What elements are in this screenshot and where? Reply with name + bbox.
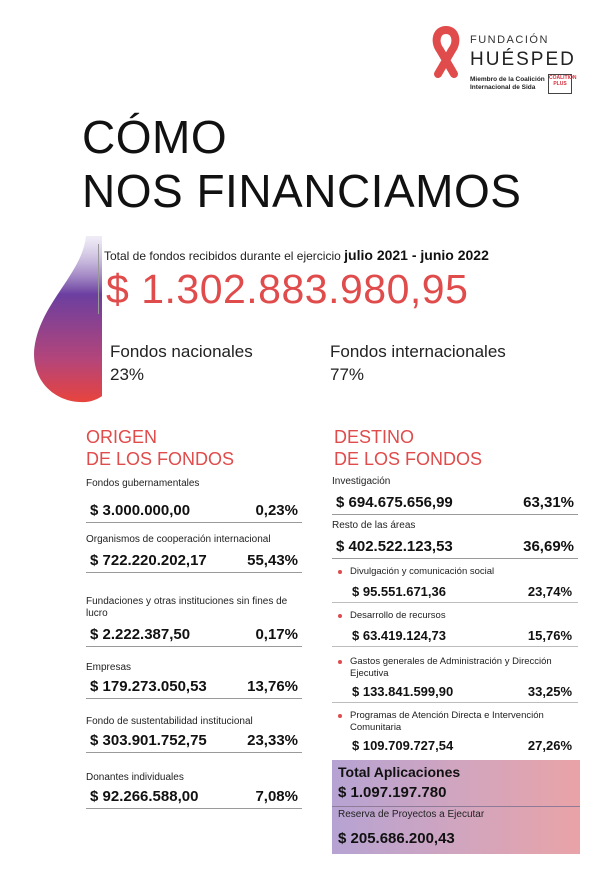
fondos-internacionales: Fondos internacionales 77%	[330, 340, 506, 386]
coalition-text: Miembro de la Coalición Internacional de…	[470, 76, 545, 91]
destino-item-label: Resto de las áreas	[332, 520, 416, 531]
logo-line-2: HUÉSPED	[470, 49, 576, 70]
origen-item-pct: 0,17%	[255, 626, 298, 643]
origen-heading-line-2: DE LOS FONDOS	[86, 449, 235, 469]
destino-subitem-amount: $ 109.709.727,54	[352, 738, 454, 753]
destino-item: Investigación $ 694.675.656,99 63,31%	[332, 476, 578, 515]
destino-subitem: Programas de Atención Directa e Interven…	[332, 710, 578, 756]
origen-item-amount: $ 3.000.000,00	[90, 502, 191, 519]
title-line-1: CÓMO	[82, 111, 228, 163]
fondos-nacionales-label: Fondos nacionales	[110, 342, 253, 361]
reserva-amount: $ 205.686.200,43	[338, 830, 455, 847]
origen-heading-line-1: ORIGEN	[86, 427, 158, 447]
divider-line	[98, 244, 99, 314]
origen-item-label: Fondo de sustentabilidad institucional	[86, 716, 253, 727]
origen-heading: ORIGEN DE LOS FONDOS	[86, 426, 234, 470]
origen-item-label: Fondos gubernamentales	[86, 478, 200, 489]
destino-item: Resto de las áreas $ 402.522.123,53 36,6…	[332, 520, 578, 559]
drop-graphic	[34, 236, 102, 403]
box-divider	[332, 806, 580, 807]
destino-item-pct: 36,69%	[523, 538, 574, 555]
fondos-internacionales-pct: 77%	[330, 365, 365, 384]
logo-line-1: FUNDACIÓN	[470, 34, 549, 46]
coalition-badge: COALITION PLUS	[548, 74, 577, 94]
origen-item-pct: 55,43%	[247, 552, 298, 569]
origen-item: Fondos gubernamentales $ 3.000.000,00 0,…	[86, 478, 302, 523]
origen-item-label: Organismos de cooperación internacional	[86, 534, 271, 545]
destino-heading-line-1: DESTINO	[334, 427, 415, 447]
origen-item-amount: $ 179.273.050,53	[90, 678, 207, 695]
origen-item: Fundaciones y otras instituciones sin fi…	[86, 596, 302, 647]
origen-item-amount: $ 303.901.752,75	[90, 732, 207, 749]
destino-subitem: Divulgación y comunicación social $ 95.5…	[332, 566, 578, 603]
reserva-label: Reserva de Proyectos a Ejecutar	[338, 809, 485, 820]
total-amount: $ 1.302.883.980,95	[106, 266, 469, 312]
fondos-internacionales-label: Fondos internacionales	[330, 342, 506, 361]
destino-subitem-pct: 27,26%	[527, 738, 572, 753]
destino-subitem-label: Programas de Atención Directa e Interven…	[332, 710, 578, 734]
origen-item: Organismos de cooperación internacional …	[86, 534, 302, 573]
totals-label: Total de fondos recibidos durante el eje…	[104, 249, 341, 263]
destino-item-amount: $ 402.522.123,53	[336, 538, 453, 555]
fondos-nacionales: Fondos nacionales 23%	[110, 340, 253, 386]
ribbon-icon	[432, 26, 460, 78]
origen-item-pct: 0,23%	[255, 502, 298, 519]
destino-subitem: Gastos generales de Administración y Dir…	[332, 656, 578, 703]
totals-caption: Total de fondos recibidos durante el eje…	[104, 247, 489, 263]
destino-subitem: Desarrollo de recursos $ 63.419.124,73 1…	[332, 610, 578, 647]
origen-item-pct: 23,33%	[247, 732, 298, 749]
destino-item-pct: 63,31%	[523, 494, 574, 511]
origen-item-pct: 7,08%	[255, 788, 298, 805]
destino-subitem-pct: 33,25%	[527, 684, 572, 699]
origen-item-label: Donantes individuales	[86, 772, 184, 783]
destino-subitem-amount: $ 133.841.599,90	[352, 684, 454, 699]
destino-subitem-label: Gastos generales de Administración y Dir…	[332, 656, 578, 680]
origen-item-amount: $ 2.222.387,50	[90, 626, 191, 643]
fondos-nacionales-pct: 23%	[110, 365, 145, 384]
total-aplicaciones-box: Total Aplicaciones $ 1.097.197.780 Reser…	[332, 760, 580, 854]
destino-item-label: Investigación	[332, 476, 391, 487]
origen-item-pct: 13,76%	[247, 678, 298, 695]
destino-heading-line-2: DE LOS FONDOS	[334, 449, 483, 469]
title-line-2: NOS FINANCIAMOS	[82, 165, 522, 217]
origen-item-label: Fundaciones y otras instituciones sin fi…	[86, 596, 288, 619]
total-aplicaciones-amount: $ 1.097.197.780	[338, 784, 447, 801]
destino-subitem-label: Desarrollo de recursos	[332, 610, 578, 622]
destino-subitem-pct: 15,76%	[527, 628, 572, 643]
total-aplicaciones-label: Total Aplicaciones	[338, 764, 461, 780]
destino-subitem-label: Divulgación y comunicación social	[332, 566, 578, 578]
destino-subitem-amount: $ 95.551.671,36	[352, 584, 446, 599]
destino-heading: DESTINO DE LOS FONDOS	[334, 426, 482, 470]
origen-item-amount: $ 92.266.588,00	[90, 788, 199, 805]
origen-item: Fondo de sustentabilidad institucional $…	[86, 716, 302, 753]
destino-subitem-amount: $ 63.419.124,73	[352, 628, 446, 643]
origen-item: Empresas $ 179.273.050,53 13,76%	[86, 662, 302, 699]
page-title: CÓMO NOS FINANCIAMOS	[82, 110, 521, 218]
destino-subitem-pct: 23,74%	[527, 584, 572, 599]
fundacion-huesped-logo: FUNDACIÓN HUÉSPED Miembro de la Coalició…	[426, 26, 586, 100]
origen-item-amount: $ 722.220.202,17	[90, 552, 207, 569]
destino-item-amount: $ 694.675.656,99	[336, 494, 453, 511]
totals-period: julio 2021 - junio 2022	[344, 247, 489, 263]
origen-item-label: Empresas	[86, 662, 132, 673]
origen-item: Donantes individuales $ 92.266.588,00 7,…	[86, 772, 302, 809]
